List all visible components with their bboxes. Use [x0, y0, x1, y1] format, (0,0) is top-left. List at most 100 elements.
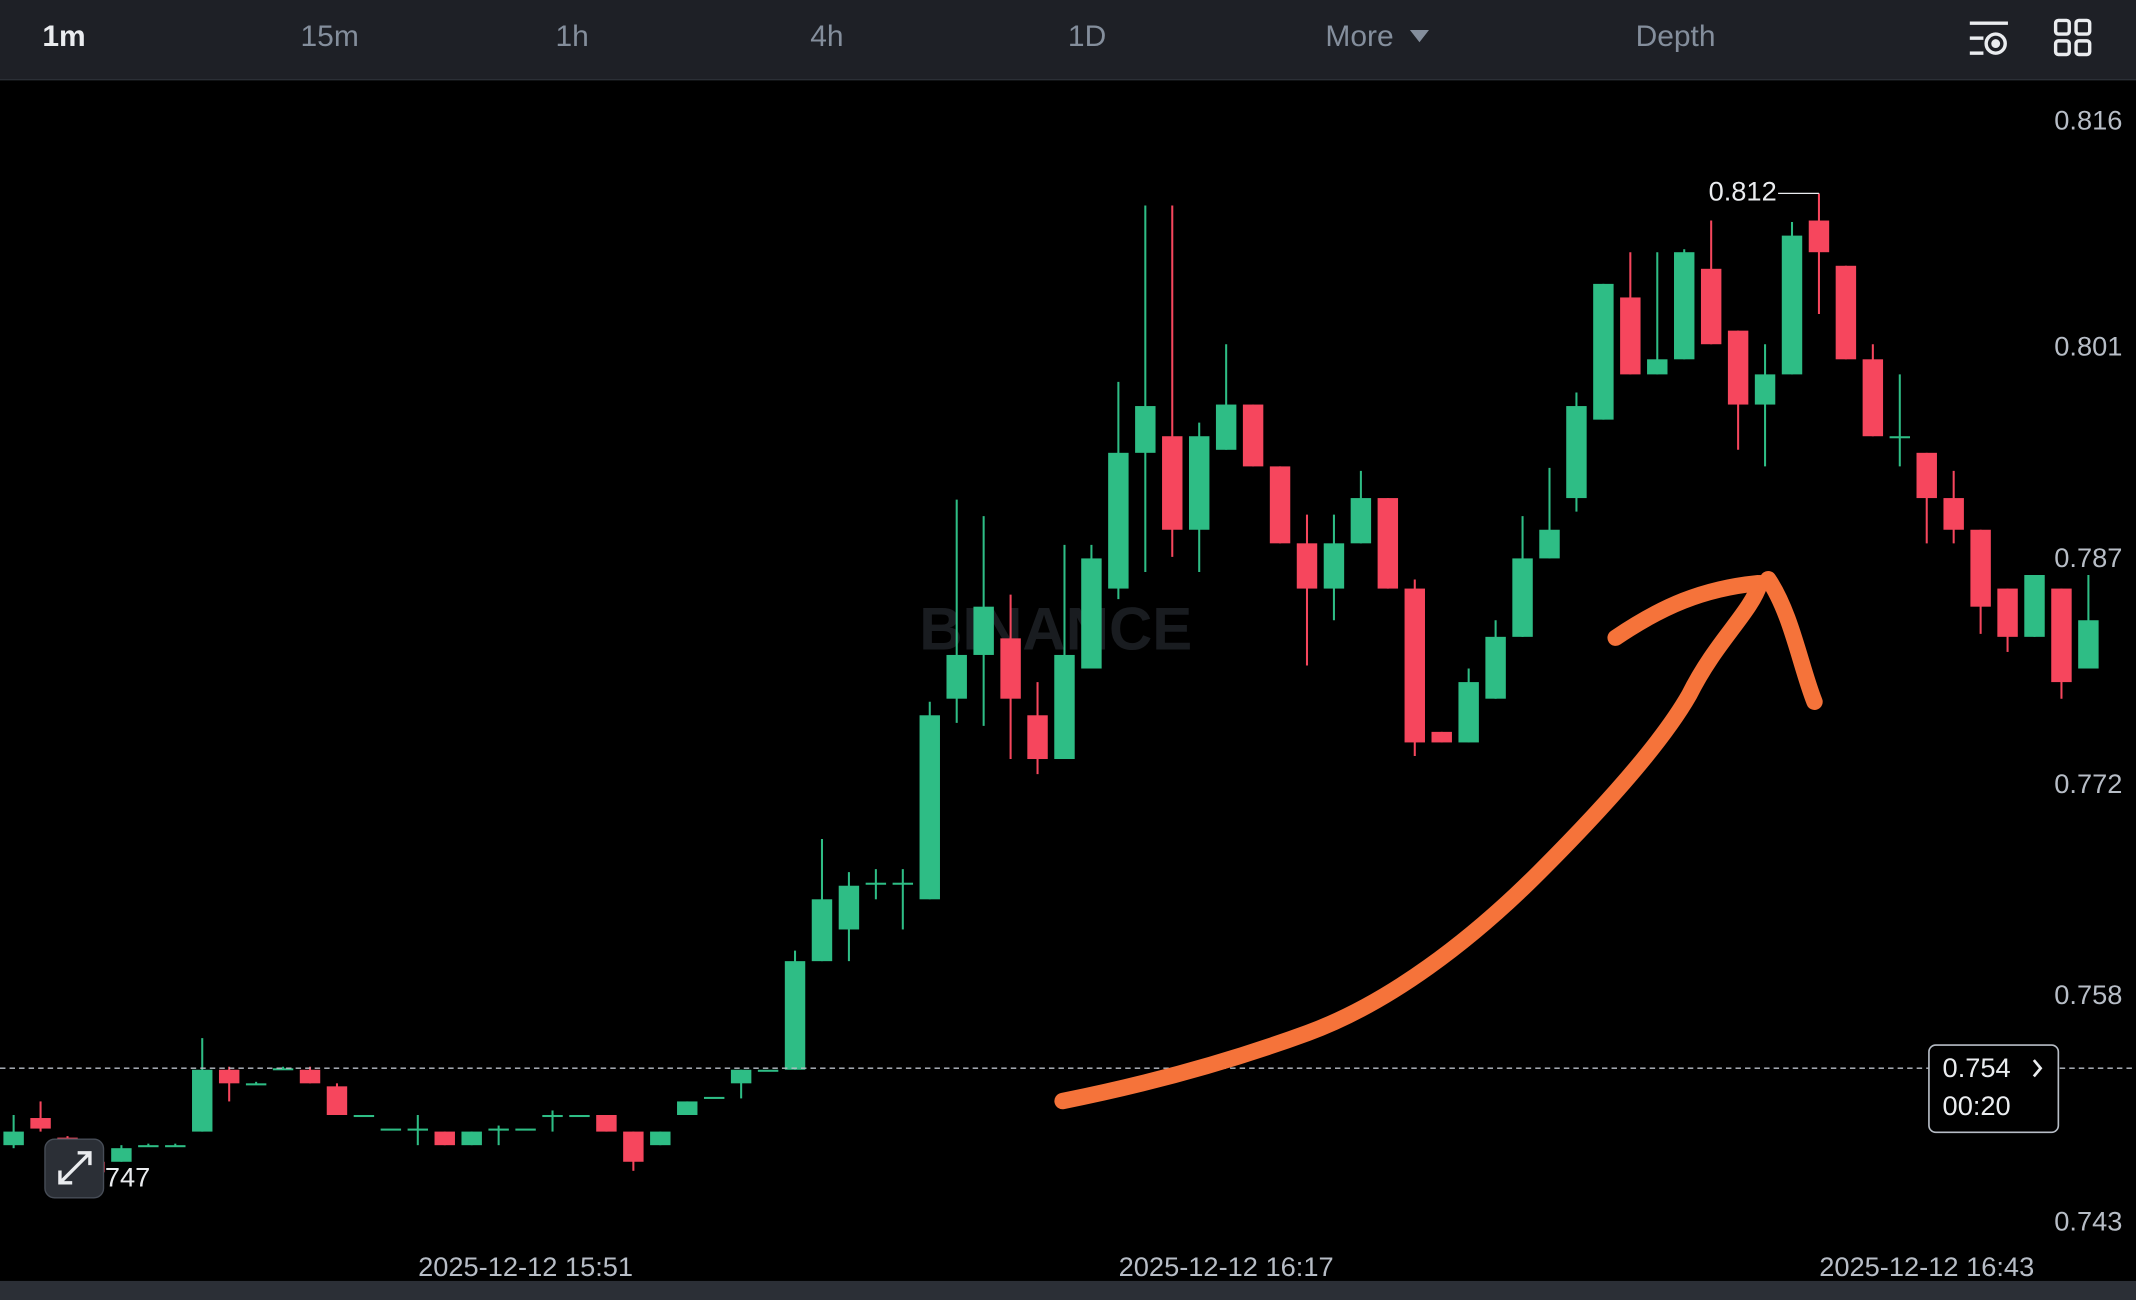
candle-body: [1000, 638, 1021, 699]
interval-tab[interactable]: 1h: [555, 20, 588, 53]
candle-body: [784, 961, 806, 1070]
candle-body: [165, 1145, 186, 1148]
candle-body: [1188, 436, 1210, 530]
candle-body: [677, 1101, 698, 1116]
candle-body: [1377, 498, 1399, 589]
candle-body: [1081, 558, 1102, 669]
candle-body: [2024, 575, 2045, 637]
candle-body: [1539, 529, 1560, 559]
candle-body: [1323, 543, 1345, 589]
candle-body: [1970, 529, 1991, 607]
candle-body: [138, 1145, 159, 1148]
y-tick-label: 0.743: [2054, 1205, 2122, 1236]
candle-body: [380, 1128, 402, 1131]
candle-body: [1458, 682, 1479, 743]
candle-body: [3, 1131, 24, 1146]
high-label: 0.812: [1709, 176, 1777, 207]
candle-body: [1674, 252, 1695, 360]
candle-body: [542, 1115, 563, 1118]
y-tick-label: 0.787: [2054, 542, 2122, 573]
last-price-box[interactable]: [1928, 1044, 2060, 1134]
candle-body: [1269, 466, 1291, 544]
candle-body: [1647, 359, 1668, 375]
candle-body: [1916, 452, 1937, 499]
candle-body: [1296, 543, 1318, 589]
interval-tabs: 1m 15m 1h 4h 1D More Depth: [42, 20, 1715, 53]
candle-body: [1754, 374, 1776, 405]
candle-body: [1108, 452, 1129, 589]
countdown-label: 00:20: [1943, 1090, 2011, 1121]
candle-body: [730, 1069, 752, 1084]
interval-tab[interactable]: 15m: [301, 20, 359, 53]
candle-body: [111, 1148, 132, 1162]
candle-body: [1431, 731, 1452, 743]
candle-body: [1404, 588, 1425, 743]
candle-body: [973, 606, 994, 655]
candle-body: [865, 882, 887, 885]
last-price-chevron: [2032, 1059, 2043, 1078]
candle-body: [272, 1068, 294, 1071]
x-tick-label: 2025-12-12 15:51: [418, 1251, 633, 1282]
candle-body: [1054, 654, 1075, 760]
candle-body: [1700, 268, 1722, 345]
candle-body: [434, 1131, 455, 1146]
candle-body: [353, 1115, 375, 1118]
hand-drawn-arrow-head: [1607, 570, 1823, 710]
interval-tab[interactable]: 1D: [1068, 20, 1106, 53]
candle-body: [1727, 330, 1749, 405]
y-tick-label: 0.801: [2054, 331, 2122, 362]
candle-body: [919, 715, 940, 900]
more-tab[interactable]: More: [1325, 20, 1393, 53]
candle-body: [1808, 220, 1830, 253]
y-tick-label: 0.758: [2054, 979, 2122, 1010]
toolbar: [0, 0, 2136, 80]
candle-body: [1027, 715, 1048, 760]
bottom-bar: [0, 1280, 2136, 1300]
candle-body: [1512, 558, 1533, 637]
settings-icon[interactable]: [1969, 21, 2008, 55]
last-price-label: 0.754: [1943, 1052, 2011, 1083]
candle-body: [407, 1128, 429, 1131]
candle-body: [1566, 406, 1587, 499]
depth-tab[interactable]: Depth: [1636, 20, 1716, 53]
expand-button[interactable]: [44, 1138, 105, 1199]
candle-body: [30, 1118, 51, 1129]
candle-body: [1620, 297, 1641, 375]
interval-tab[interactable]: 1m: [42, 20, 85, 53]
candle-body: [1835, 265, 1857, 360]
candle-body: [2078, 620, 2099, 669]
candle-body: [1242, 404, 1264, 467]
candle-body: [461, 1131, 482, 1146]
y-tick-label: 0.772: [2054, 768, 2122, 799]
candle-body: [1593, 283, 1614, 420]
candle-body: [811, 899, 833, 962]
candle-body: [245, 1083, 267, 1086]
candle-body: [650, 1131, 671, 1146]
interval-tab[interactable]: 4h: [810, 20, 843, 53]
candle-body: [1997, 588, 2018, 637]
candle-body: [192, 1069, 213, 1132]
hand-drawn-arrow: [1054, 575, 1769, 1110]
candle-body: [326, 1086, 348, 1116]
candle-body: [569, 1115, 590, 1118]
candle-body: [1862, 359, 1884, 437]
candle-body: [1215, 404, 1237, 450]
candle-body: [1485, 636, 1506, 699]
y-tick-label: 0.816: [2054, 104, 2122, 135]
candle-body: [703, 1096, 725, 1099]
candle-body: [299, 1069, 321, 1084]
watermark: BINANCE: [919, 595, 1192, 662]
candle-body: [515, 1128, 536, 1131]
candle-body: [757, 1069, 779, 1072]
candle-body: [596, 1115, 617, 1132]
candle-body: [1781, 235, 1803, 375]
candle-body: [488, 1128, 509, 1131]
candle-body: [838, 885, 860, 930]
candle-body: [1889, 436, 1911, 439]
candle-body: [2051, 588, 2072, 683]
candle-body: [1135, 406, 1156, 453]
x-tick-label: 2025-12-12 16:17: [1119, 1251, 1334, 1282]
layout-icon[interactable]: [2053, 18, 2092, 57]
